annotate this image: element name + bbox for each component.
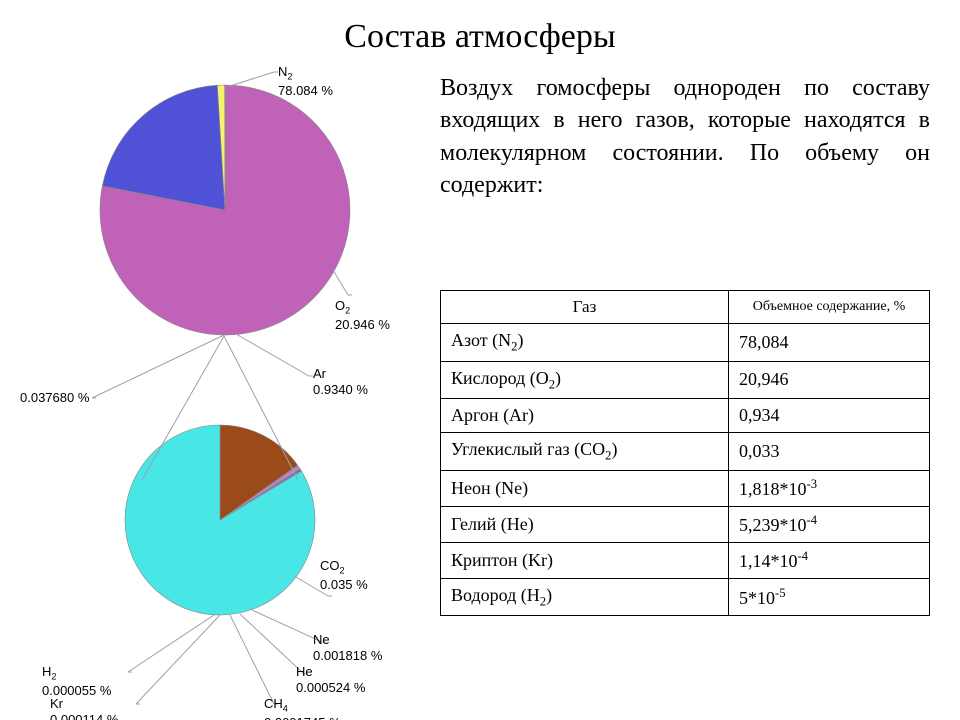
leader-line: [333, 270, 348, 295]
composition-table: Газ Объемное содержание, % Азот (N2)78,0…: [440, 290, 930, 616]
cell-gas: Водород (H2): [441, 578, 729, 616]
cell-gas: Неон (Ne): [441, 470, 729, 506]
chart-label: Ne0.001818 %: [313, 632, 382, 663]
cell-gas: Криптон (Kr): [441, 542, 729, 578]
cell-value: 5,239*10-4: [729, 506, 930, 542]
table-row: Гелий (He)5,239*10-4: [441, 506, 930, 542]
leader-line: [128, 615, 214, 672]
leader-line: [230, 615, 274, 704]
chart-label: 0.037680 %: [20, 390, 89, 406]
cell-value: 78,084: [729, 324, 930, 362]
table-row: Углекислый газ (CO2)0,033: [441, 433, 930, 471]
cell-value: 1,818*10-3: [729, 470, 930, 506]
leader-line: [240, 614, 304, 674]
chart-label: Kr0.000114 %: [50, 696, 118, 720]
table-row: Водород (H2)5*10-5: [441, 578, 930, 616]
cell-value: 0,934: [729, 399, 930, 433]
table-row: Азот (N2)78,084: [441, 324, 930, 362]
chart-label: H20.000055 %: [42, 664, 111, 698]
cell-gas: Аргон (Ar): [441, 399, 729, 433]
leader-line: [230, 72, 274, 86]
table-header-row: Газ Объемное содержание, %: [441, 291, 930, 324]
leader-line: [136, 615, 220, 704]
table-row: Неон (Ne)1,818*10-3: [441, 470, 930, 506]
leader-line: [92, 335, 224, 398]
cell-gas: Углекислый газ (CO2): [441, 433, 729, 471]
cell-gas: Кислород (O2): [441, 361, 729, 399]
cell-value: 0,033: [729, 433, 930, 471]
leader-line: [252, 610, 322, 642]
col-volume: Объемное содержание, %: [729, 291, 930, 324]
chart-label: Ar0.9340 %: [313, 366, 368, 397]
cell-value: 5*10-5: [729, 578, 930, 616]
chart-label: He0.000524 %: [296, 664, 365, 695]
pie-charts: N278.084 % O220.946 % Ar0.9340 % 0.037680 %…: [20, 60, 440, 700]
cell-value: 1,14*10-4: [729, 542, 930, 578]
col-gas: Газ: [441, 291, 729, 324]
leader-line: [236, 334, 309, 376]
chart-label: N278.084 %: [278, 64, 333, 98]
table-row: Кислород (O2)20,946: [441, 361, 930, 399]
intro-paragraph: Воздух гомосферы однороден по составу вх…: [440, 72, 930, 202]
cell-gas: Гелий (He): [441, 506, 729, 542]
page-title: Состав атмосферы: [0, 18, 960, 56]
cell-gas: Азот (N2): [441, 324, 729, 362]
chart-label: CH40.0001745 %: [264, 696, 341, 720]
table-row: Аргон (Ar)0,934: [441, 399, 930, 433]
chart-label: O220.946 %: [335, 298, 390, 332]
table-row: Криптон (Kr)1,14*10-4: [441, 542, 930, 578]
chart-label: CO20.035 %: [320, 558, 368, 592]
cell-value: 20,946: [729, 361, 930, 399]
